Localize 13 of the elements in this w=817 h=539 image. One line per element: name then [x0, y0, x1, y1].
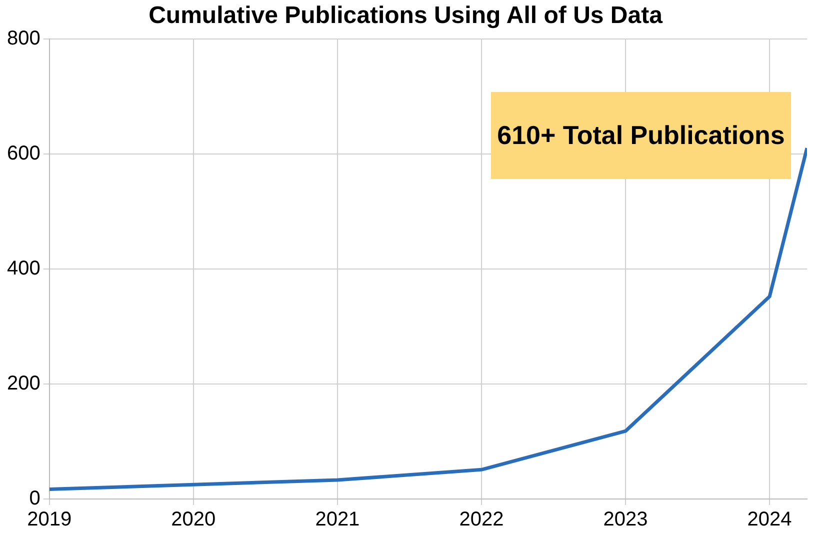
x-tick-label: 2024 — [747, 508, 792, 531]
y-tick-label: 400 — [6, 257, 40, 280]
x-tick-label: 2020 — [171, 508, 216, 531]
x-tick-label: 2019 — [27, 508, 72, 531]
x-tick-label: 2023 — [603, 508, 648, 531]
chart-title: Cumulative Publications Using All of Us Data — [148, 2, 664, 30]
y-tick-label: 600 — [6, 142, 40, 164]
x-tick-label: 2022 — [459, 508, 504, 531]
x-tick-label: 2021 — [315, 508, 360, 531]
annotation: 610+ Total Publications — [491, 92, 791, 180]
y-tick-label: 0 — [29, 488, 40, 510]
y-tick-label: 200 — [6, 372, 40, 394]
y-tick-label: 800 — [6, 27, 40, 50]
